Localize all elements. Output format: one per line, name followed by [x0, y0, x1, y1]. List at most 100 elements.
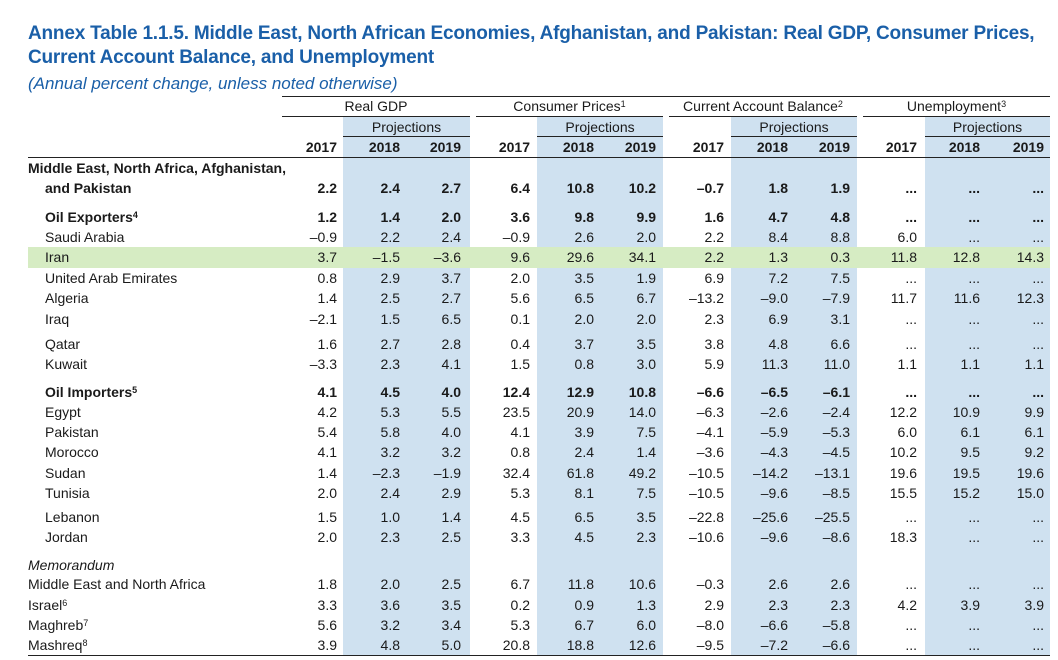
table-row: Tunisia 2.0 2.4 2.9 5.3 8.1 7.5 –10.5 –9.6 –8.5 15…: [28, 483, 1050, 503]
table-cell: 4.1: [317, 384, 337, 400]
table-cell: 10.8: [566, 180, 594, 196]
table-cell: ...: [1032, 384, 1044, 400]
row-label-text: and Pakistan: [45, 180, 132, 196]
row-label-text: Tunisia: [45, 485, 90, 501]
row-label: Middle East, North Africa, Afghanistan,: [28, 158, 286, 178]
table-cell: 2.3: [636, 529, 656, 545]
projection-column-shade: [925, 117, 1050, 655]
table-cell: 2.7: [380, 336, 400, 352]
table-cell: –5.3: [822, 424, 850, 440]
projection-column-shade: [537, 117, 663, 655]
table-cell: 11.6: [953, 290, 980, 306]
table-cell: 3.8: [704, 336, 724, 352]
projections-underline: [731, 136, 857, 137]
table-cell: 0.9: [574, 597, 594, 613]
table-cell: 3.9: [1024, 597, 1044, 613]
table-cell: ...: [968, 637, 980, 653]
year-header: 2018: [756, 139, 788, 155]
table-cell: 12.3: [1016, 290, 1044, 306]
table-cell: ...: [905, 509, 917, 525]
table-cell: 6.0: [897, 424, 917, 440]
table-cell: 0.8: [510, 444, 530, 460]
table-cell: 1.8: [768, 180, 788, 196]
table-cell: 19.5: [952, 465, 980, 481]
table-cell: –0.7: [696, 180, 724, 196]
table-cell: 5.5: [441, 404, 461, 420]
table-cell: 4.5: [380, 384, 400, 400]
row-label: Memorandum: [28, 555, 114, 575]
table-cell: 2.2: [317, 180, 337, 196]
table-cell: 4.5: [510, 509, 530, 525]
table-cell: 1.4: [317, 290, 337, 306]
table-cell: 6.1: [1024, 424, 1044, 440]
table-row: Oil Exporters4 1.2 1.4 2.0 3.6 9.8 9.9 1.6 4.7 4.…: [28, 207, 1050, 227]
projection-column-shade: [343, 117, 470, 655]
row-label-text: Maghreb: [28, 617, 84, 633]
table-row: Kuwait –3.3 2.3 4.1 1.5 0.8 3.0 5.9 11.3 11.0 1.1 1…: [28, 354, 1050, 374]
row-label: Mashreq8: [28, 635, 87, 655]
table-cell: 5.3: [510, 485, 530, 501]
table-cell: 7.5: [830, 270, 850, 286]
table-row: Qatar 1.6 2.7 2.8 0.4 3.7 3.5 3.8 4.8 6.6........…: [28, 334, 1050, 354]
row-label: Algeria: [45, 288, 89, 308]
table-cell: –8.6: [822, 529, 850, 545]
table-cell: 1.3: [768, 249, 788, 265]
row-label: Tunisia: [45, 483, 90, 503]
table-cell: 0.4: [510, 336, 530, 352]
table-cell: 10.2: [628, 180, 656, 196]
table-cell: 3.9: [317, 637, 337, 653]
group-underline: [282, 116, 470, 117]
table-cell: 20.8: [502, 637, 530, 653]
table-cell: ...: [968, 617, 980, 633]
table-cell: 6.5: [441, 311, 461, 327]
table-cell: 7.5: [636, 424, 656, 440]
table-cell: ...: [1032, 270, 1044, 286]
column-group-label: Current Account Balance: [683, 98, 838, 114]
table-cell: 10.6: [628, 576, 656, 592]
table-cell: 4.5: [574, 529, 594, 545]
row-label-text: Oil Importers: [45, 384, 133, 400]
table-cell: ...: [905, 270, 917, 286]
table-cell: –2.1: [309, 311, 337, 327]
table-cell: 18.8: [566, 637, 594, 653]
table-cell: 2.5: [441, 529, 461, 545]
table-row: Israel6 3.3 3.6 3.5 0.2 0.9 1.3 2.9 2.3 2.3 4.2 3.9…: [28, 595, 1050, 615]
table-cell: ...: [905, 637, 917, 653]
table-cell: –9.6: [760, 529, 788, 545]
table-cell: 1.3: [636, 597, 656, 613]
table-cell: 3.7: [574, 336, 594, 352]
table-cell: 3.5: [636, 509, 656, 525]
table-cell: 1.5: [380, 311, 400, 327]
table-cell: 2.4: [380, 485, 400, 501]
table-cell: –7.9: [822, 290, 850, 306]
table-cell: –6.5: [760, 384, 788, 400]
table-cell: 3.5: [636, 336, 656, 352]
table-cell: 3.4: [441, 617, 461, 633]
header-bottom-rule: [28, 157, 1050, 158]
table-cell: ...: [968, 509, 980, 525]
row-label-text: Iraq: [45, 311, 70, 327]
table-cell: 4.8: [768, 336, 788, 352]
table-cell: 2.2: [704, 229, 724, 245]
column-group-label: Real GDP: [344, 98, 408, 114]
table-row: and Pakistan 2.2 2.4 2.7 6.4 10.8 10.2 –0.7 1.8 1…: [28, 178, 1050, 198]
table-cell: 20.9: [566, 404, 594, 420]
row-label: Jordan: [45, 527, 88, 547]
table-cell: –6.6: [696, 384, 724, 400]
table-cell: ...: [1032, 229, 1044, 245]
header-top-rule: [282, 96, 1050, 97]
table-cell: 2.5: [380, 290, 400, 306]
table-cell: –4.1: [696, 424, 724, 440]
table-cell: 6.9: [704, 270, 724, 286]
column-group-header: Unemployment3: [863, 97, 1050, 115]
table-cell: 1.9: [636, 270, 656, 286]
table-cell: 2.6: [574, 229, 594, 245]
table-cell: 10.9: [952, 404, 980, 420]
table-cell: 2.6: [768, 576, 788, 592]
projections-underline: [343, 136, 470, 137]
highlighted-row-band: [28, 247, 1050, 268]
table-cell: 3.3: [510, 529, 530, 545]
table-cell: 14.0: [628, 404, 656, 420]
table-cell: 3.1: [830, 311, 850, 327]
table-cell: –1.5: [372, 249, 400, 265]
